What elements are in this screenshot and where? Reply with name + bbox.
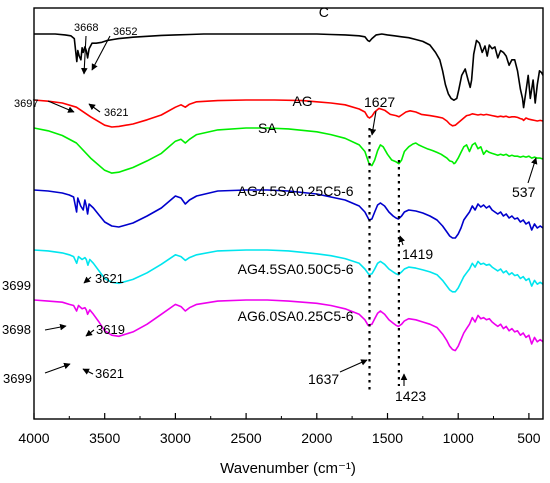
x-tick-label: 1500 [372, 430, 403, 446]
peak-label: 1637 [308, 371, 339, 387]
peak-label: 3698 [2, 322, 31, 337]
peak-arrow [44, 362, 71, 374]
peak-label: 1423 [395, 388, 426, 404]
peak-arrow [83, 276, 92, 284]
peak-arrow [369, 110, 377, 136]
x-tick-label: 3500 [89, 430, 120, 446]
x-tick-label: 2000 [301, 430, 332, 446]
peak-arrow [398, 235, 406, 246]
peak-annotations: 3697 3668 3652 3621 1627 537 1419 3699 3621 3698 3… [2, 22, 538, 404]
peak-label: 3621 [104, 107, 128, 119]
series-line [33, 127, 544, 174]
series-line [33, 299, 544, 352]
peak-label: 3652 [113, 26, 137, 38]
x-tick-label: 2500 [231, 430, 262, 446]
x-tick-label: 3000 [160, 430, 191, 446]
series-labels: C AG SA AG4.5SA0.25C5-6 AG4.5SA0.50C5-6 AG6.0… [238, 4, 354, 324]
series-line [34, 33, 544, 109]
peak-arrow [47, 100, 75, 113]
peak-arrow [44, 323, 67, 331]
series-line [33, 99, 544, 128]
peak-arrow [88, 103, 101, 113]
peak-label: 3621 [95, 271, 124, 286]
peak-arrow [81, 35, 88, 75]
peak-arrow [91, 35, 111, 71]
peak-arrow [339, 359, 368, 373]
series-lines [33, 33, 544, 352]
peak-arrow [85, 329, 95, 337]
series-line [33, 189, 544, 239]
peak-label: 3697 [14, 98, 38, 110]
peak-arrow [82, 368, 94, 375]
x-axis-label: Wavenumber (cm⁻¹) [220, 460, 356, 477]
series-label: AG6.0SA0.25C5-6 [238, 308, 354, 324]
peak-label: 1627 [364, 94, 395, 110]
x-axis: 4000 3500 3000 2500 2000 1500 1000 500 [18, 413, 541, 446]
reference-lines [368, 128, 400, 392]
peak-label: 3621 [95, 366, 124, 381]
peak-label: 3619 [96, 322, 125, 337]
peak-label: 1419 [402, 246, 433, 262]
series-line [33, 249, 544, 293]
peak-label: 3699 [2, 278, 31, 293]
plot-frame [33, 7, 544, 420]
peak-arrow [527, 157, 538, 184]
series-label: SA [258, 120, 277, 136]
peak-label: 3668 [74, 22, 98, 34]
peak-label: 537 [512, 184, 536, 200]
x-tick-label: 500 [517, 430, 541, 446]
series-label: AG4.5SA0.25C5-6 [238, 183, 354, 199]
series-label: AG [292, 93, 312, 109]
peak-label: 3699 [3, 371, 32, 386]
series-label: AG4.5SA0.50C5-6 [238, 261, 354, 277]
series-label: C [319, 4, 329, 20]
x-tick-label: 1000 [443, 430, 474, 446]
x-tick-label: 4000 [18, 430, 49, 446]
